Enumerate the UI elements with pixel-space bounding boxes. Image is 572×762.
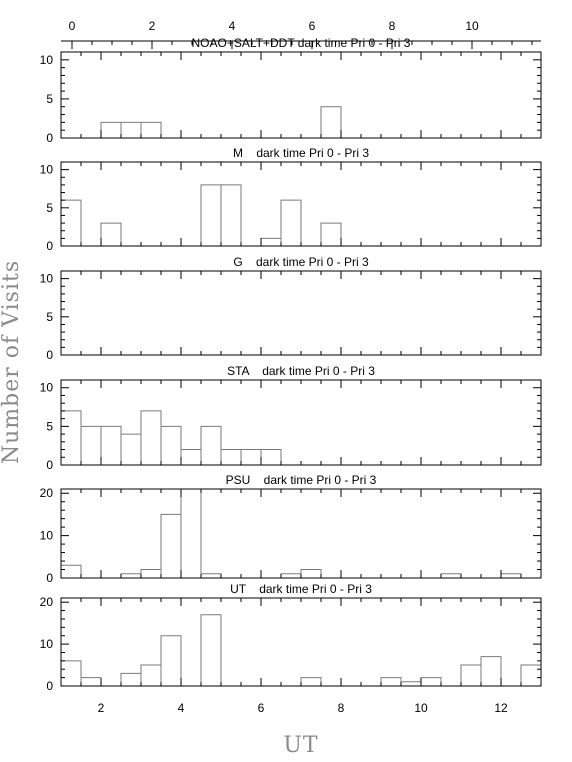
panel-4-bar-7	[180, 449, 202, 465]
panel-4-bar-5	[140, 410, 162, 465]
panel-2-bar-2	[100, 222, 122, 246]
panel-6-bar-9	[400, 681, 422, 686]
panel-5-bar-6	[200, 573, 222, 578]
panel-6-bar-13	[520, 664, 542, 686]
panel-5-bar-8	[300, 569, 322, 578]
panel-5-bar-2	[120, 573, 142, 578]
panel-2-bar-4	[220, 184, 242, 246]
panel-5-bar-4	[160, 513, 182, 578]
y-tick-label: 0	[46, 348, 53, 362]
y-axis-label: Number of Visits	[0, 260, 24, 464]
y-tick-label: 5	[46, 201, 53, 215]
y-tick-label: 10	[40, 272, 54, 286]
panel-1-bar-2	[120, 121, 142, 138]
y-tick-label: 0	[46, 239, 53, 253]
panel-4-bar-3	[100, 425, 122, 465]
panel-6-bar-4	[140, 664, 162, 686]
top-axis-tick-label: 0	[69, 19, 76, 33]
panel-5-frame	[60, 488, 542, 579]
panel-6-bar-10	[420, 677, 442, 686]
y-tick-label: 10	[40, 381, 54, 395]
x-axis-label: UT	[283, 733, 318, 758]
y-tick-label: 20	[40, 486, 54, 500]
y-tick-label: 0	[46, 131, 53, 145]
bottom-axis-tick-label: 8	[338, 701, 345, 715]
panel-1-bar-4	[320, 106, 342, 138]
panel-1-frame	[60, 51, 542, 139]
y-tick-label: 5	[46, 419, 53, 433]
panel-6-bar-7	[300, 677, 322, 686]
panel-1-bar-1	[100, 121, 122, 138]
panel-5-title: PSU dark time Pri 0 - Pri 3	[226, 473, 377, 487]
panel-5-bar-9	[440, 573, 462, 578]
bottom-axis-tick-label: 2	[98, 701, 105, 715]
panel-3-title: G dark time Pri 0 - Pri 3	[233, 255, 369, 269]
y-tick-label: 0	[46, 679, 53, 693]
panel-2-bar-7	[320, 222, 342, 246]
panel-4-bar-10	[240, 449, 262, 465]
panel-6-bar-6	[200, 614, 222, 686]
panel-6-title: UT dark time Pri 0 - Pri 3	[230, 582, 372, 596]
bottom-axis-tick-label: 12	[494, 701, 508, 715]
panel-6-bar-12	[480, 656, 502, 686]
panel-6-bar-1	[60, 660, 82, 686]
panel-2-bar-5	[260, 237, 282, 246]
panel-4-bar-4	[120, 433, 142, 465]
y-tick-label: 5	[46, 310, 53, 324]
panel-6: 0 10 20 UT dark time Pri 0 - Pri 3	[40, 582, 542, 693]
panel-3: 0 5 10 G dark time Pri 0 - Pri 3	[40, 255, 542, 362]
panel-4-bar-8	[200, 425, 222, 465]
top-axis-tick-label: 8	[389, 19, 396, 33]
panel-5-bar-3	[140, 569, 162, 578]
y-tick-label: 20	[40, 595, 54, 609]
panel-1-bar-3	[140, 121, 162, 138]
panel-2-bar-3	[200, 184, 222, 246]
top-axis-tick-label: 6	[309, 19, 316, 33]
panel-4-bar-11	[260, 449, 282, 465]
panel-6-bar-5	[160, 635, 182, 686]
panel-4: 0 5 10 STA dark time Pri 0 - Pri 3	[40, 364, 542, 472]
y-tick-label: 10	[40, 637, 54, 651]
y-tick-label: 0	[46, 571, 53, 585]
panel-6-bar-8	[380, 677, 402, 686]
top-axis-tick-label: 2	[149, 19, 156, 33]
panel-5-bar-10	[500, 573, 522, 578]
y-tick-label: 10	[40, 529, 54, 543]
panel-2-title: M dark time Pri 0 - Pri 3	[233, 146, 369, 160]
bottom-axis-tick-label: 4	[178, 701, 185, 715]
panel-4-bar-6	[160, 425, 182, 465]
panel-2-bar-6	[280, 199, 302, 246]
panel-1: 0 5 10 NOAO+SALT+DDT dark time Pri 0 - Pri …	[40, 36, 542, 145]
y-tick-label: 10	[40, 53, 54, 67]
panel-4-bar-2	[80, 425, 102, 465]
panel-5-bar-7	[280, 573, 302, 578]
y-tick-label: 10	[40, 163, 54, 177]
panel-5: 0 10 20 PSU dark time Pri 0 - Pri 3	[40, 473, 542, 585]
y-tick-label: 0	[46, 458, 53, 472]
panel-6-bar-2	[80, 677, 102, 686]
panel-4-bar-9	[220, 449, 242, 465]
panel-4-frame	[60, 379, 542, 466]
top-axis-tick-label: 4	[229, 19, 236, 33]
bottom-axis-tick-label: 6	[258, 701, 265, 715]
panel-3-frame	[60, 270, 542, 356]
panel-2: 0 5 10 M dark time Pri 0 - Pri 3	[40, 146, 542, 253]
top-axis-tick-label: 10	[465, 19, 479, 33]
panel-6-bar-3	[120, 672, 142, 686]
bottom-axis-tick-label: 10	[414, 701, 428, 715]
panel-6-frame	[60, 597, 542, 687]
panel-6-bar-11	[460, 664, 482, 686]
y-tick-label: 5	[46, 92, 53, 106]
panel-5-bar-1	[60, 564, 82, 578]
panel-4-title: STA dark time Pri 0 - Pri 3	[227, 364, 375, 378]
panels-group: 0 5 10 NOAO+SALT+DDT dark time Pri 0 - Pri …	[40, 19, 542, 715]
panel-5-bar-5	[180, 488, 202, 578]
panel-1-title: NOAO+SALT+DDT dark time Pri 0 - Pri 3	[192, 36, 411, 50]
